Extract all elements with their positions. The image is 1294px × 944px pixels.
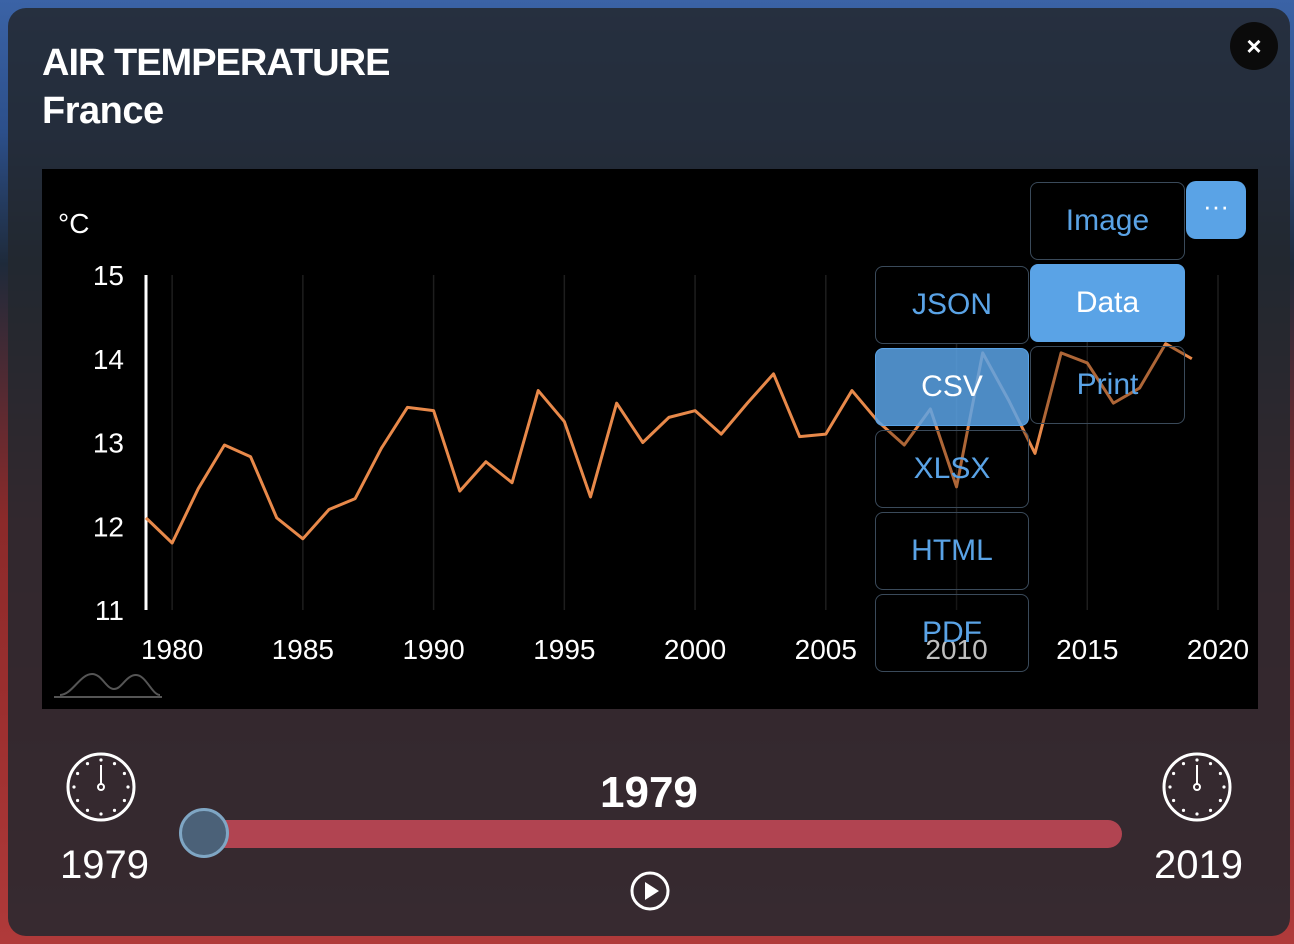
timeline-slider-track[interactable] [205,820,1122,848]
timeline-start-year: 1979 [60,843,149,887]
x-tick-label: 2020 [1187,634,1249,665]
menu-item-image[interactable]: Image [1030,182,1185,260]
submenu-item-csv[interactable]: CSV [875,348,1029,426]
menu-item-data[interactable]: Data [1030,264,1185,342]
x-tick-label: 2000 [664,634,726,665]
close-button[interactable]: × [1230,22,1278,70]
y-tick-label: 12 [93,511,124,542]
x-tick-label: 2005 [795,634,857,665]
panel-subtitle: France [42,90,164,132]
submenu-item-xlsx[interactable]: XLSX [875,430,1029,508]
timeline-end-year: 2019 [1154,843,1243,887]
y-tick-label: 13 [93,428,124,459]
chart-menu-button[interactable]: ··· [1186,181,1246,239]
y-tick-label: 14 [93,344,124,375]
x-tick-label: 2015 [1056,634,1118,665]
x-tick-label: 1980 [141,634,203,665]
y-axis-unit: °C [58,208,89,239]
x-tick-label: 1985 [272,634,334,665]
clock-start-icon[interactable] [65,751,137,823]
play-icon[interactable] [629,870,671,912]
timeline-slider-thumb[interactable] [179,808,229,858]
y-tick-label: 15 [93,260,124,291]
panel-title: AIR TEMPERATURE [42,42,390,84]
x-tick-label: 2010 [925,634,987,665]
submenu-item-html[interactable]: HTML [875,512,1029,590]
ridgeline-logo-icon [54,672,162,698]
x-tick-label: 1995 [533,634,595,665]
y-tick-label: 11 [95,595,124,626]
submenu-item-json[interactable]: JSON [875,266,1029,344]
submenu-item-pdf[interactable]: PDF [875,594,1029,672]
menu-item-print[interactable]: Print [1030,346,1185,424]
x-tick-label: 1990 [402,634,464,665]
timeline-current-year: 1979 [600,768,698,817]
clock-end-icon[interactable] [1161,751,1233,823]
